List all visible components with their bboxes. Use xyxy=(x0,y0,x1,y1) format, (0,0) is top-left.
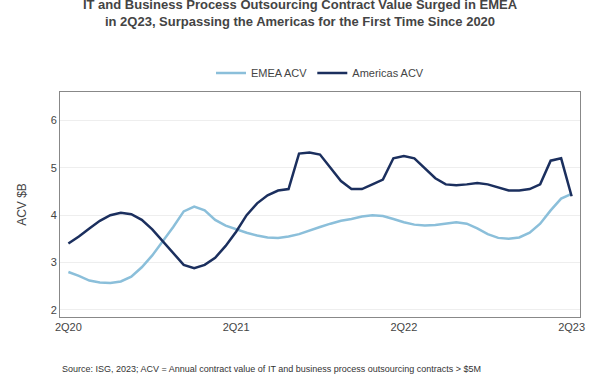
svg-text:EMEA ACV: EMEA ACV xyxy=(251,67,307,79)
svg-text:6: 6 xyxy=(51,114,57,126)
svg-text:5: 5 xyxy=(51,162,57,174)
svg-text:Americas ACV: Americas ACV xyxy=(352,67,424,79)
svg-text:IT and Business Process Outsou: IT and Business Process Outsourcing Cont… xyxy=(83,0,518,29)
svg-text:2Q23: 2Q23 xyxy=(558,321,585,333)
svg-text:2Q20: 2Q20 xyxy=(55,321,82,333)
svg-text:ACV $B: ACV $B xyxy=(15,183,29,226)
svg-text:2: 2 xyxy=(51,304,57,316)
svg-text:Source: ISG, 2023; ACV = Annua: Source: ISG, 2023; ACV = Annual contract… xyxy=(62,364,481,374)
svg-text:4: 4 xyxy=(51,209,57,221)
svg-text:2Q21: 2Q21 xyxy=(223,321,250,333)
svg-text:3: 3 xyxy=(51,256,57,268)
svg-text:2Q22: 2Q22 xyxy=(390,321,417,333)
